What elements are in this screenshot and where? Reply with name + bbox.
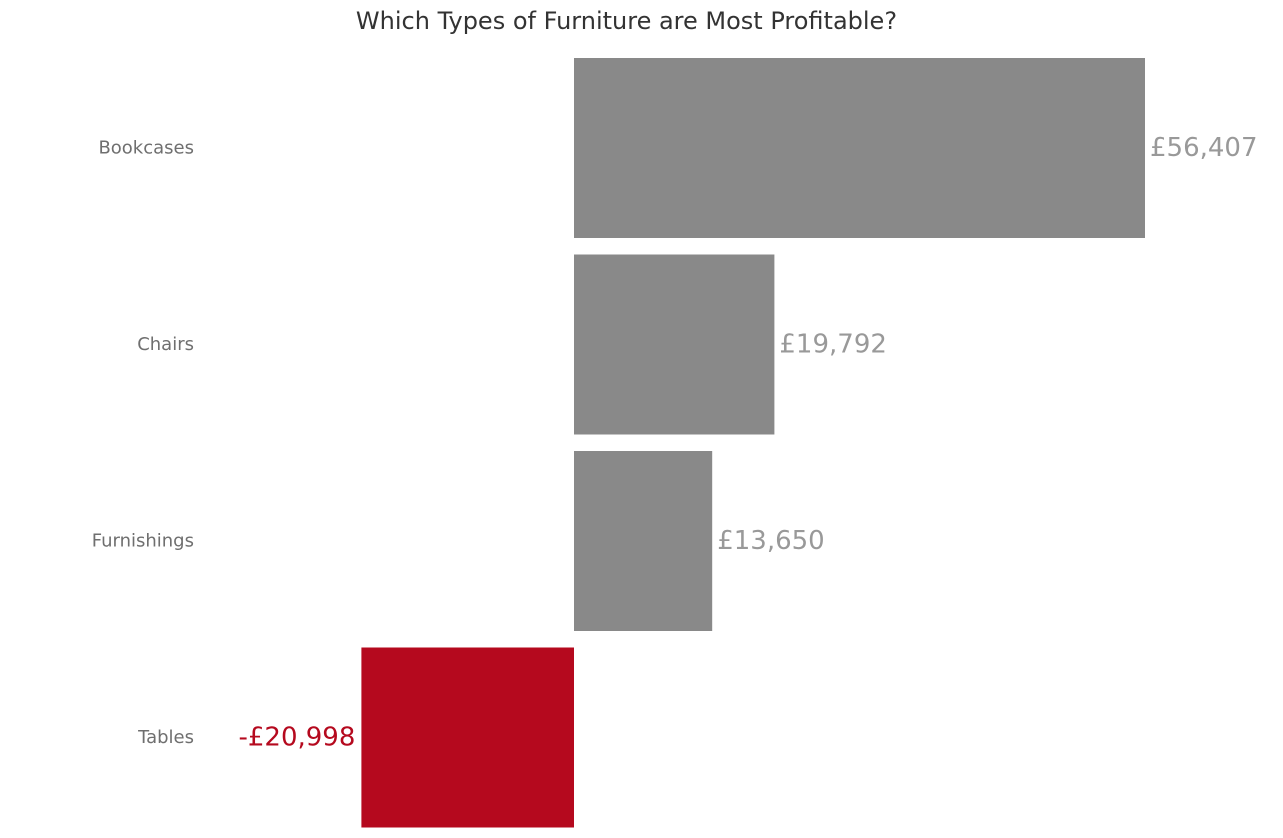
labels-layer: Bookcases £56,407 Chairs £19,792 Furnishings… (92, 133, 1258, 753)
value-label-furnishings: £13,650 (717, 526, 825, 556)
category-label-furnishings: Furnishings (92, 531, 194, 552)
value-label-bookcases: £56,407 (1150, 133, 1258, 163)
category-label-bookcases: Bookcases (98, 138, 194, 159)
bar-bookcases (574, 58, 1145, 238)
bar-tables (361, 647, 574, 828)
chart-title: Which Types of Furniture are Most Profit… (355, 7, 898, 35)
category-label-chairs: Chairs (137, 334, 194, 355)
bar-furnishings (574, 451, 713, 631)
bars-layer (361, 58, 1145, 828)
bar-chairs (574, 254, 775, 435)
value-label-tables: -£20,998 (238, 723, 355, 753)
value-label-chairs: £19,792 (779, 330, 887, 360)
category-label-tables: Tables (137, 727, 194, 748)
